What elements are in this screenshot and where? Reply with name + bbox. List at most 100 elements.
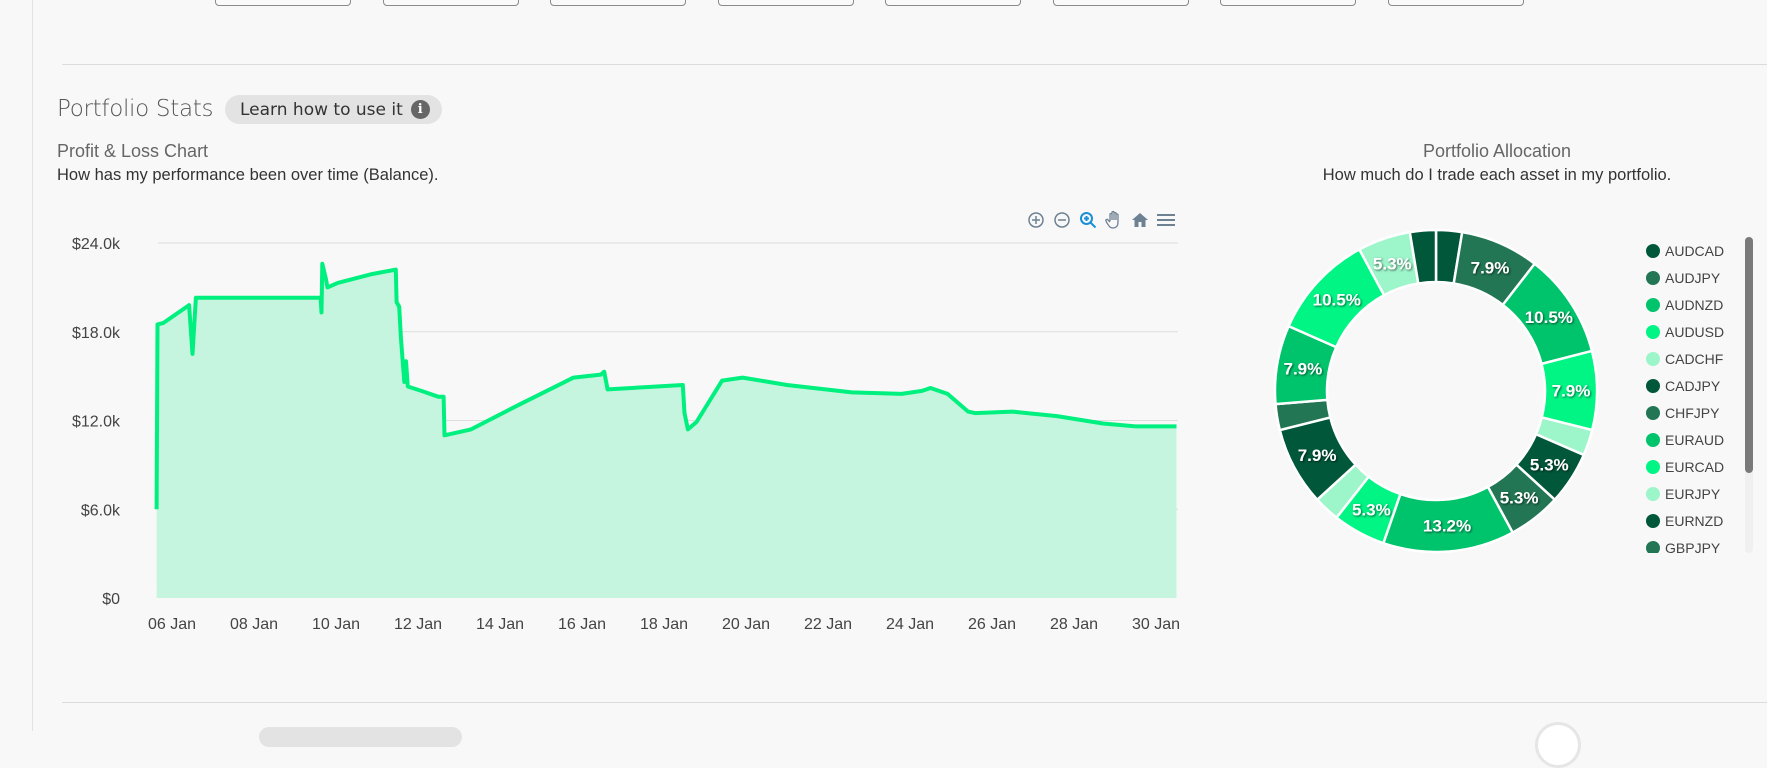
legend-label: CADCHF [1665,350,1724,367]
allocation-donut-chart[interactable]: 7.9% 10.5% 7.9% 5.3% 5.3% 13.2% 5.3% 7.9% 7.9% 10… [1266,221,1606,561]
slice-label: 13.2% [1423,517,1471,536]
top-button[interactable] [1387,0,1524,6]
legend-marker [1646,540,1660,553]
legend-marker [1646,432,1660,447]
x-tick-label: 20 Jan [722,616,770,633]
legend-marker [1646,351,1660,366]
selection-zoom-icon[interactable] [1077,209,1099,231]
legend-item[interactable]: EURAUD [1646,426,1741,453]
slice-label: 7.9% [1552,382,1591,401]
legend-label: AUDUSD [1665,323,1725,340]
legend-label: CADJPY [1665,377,1721,394]
pnl-chart-title: Profit & Loss Chart [57,141,209,161]
pnl-chart-subtitle: How has my performance been over time (B… [57,166,439,184]
legend-marker [1646,378,1660,393]
slice-label: 10.5% [1313,291,1361,310]
x-tick-label: 26 Jan [968,616,1016,633]
legend-marker [1646,297,1660,312]
legend-item[interactable]: CADJPY [1646,372,1741,399]
legend-marker [1646,270,1660,285]
legend-marker [1646,486,1660,501]
x-tick-label: 06 Jan [148,616,196,633]
bottom-circle-control[interactable] [1535,722,1581,768]
chart-toolbar [1025,209,1177,231]
slice-label: 5.3% [1500,488,1539,507]
divider-bottom [62,702,1767,703]
top-button[interactable] [717,0,854,6]
legend-item[interactable]: AUDCAD [1646,237,1741,264]
legend-marker [1646,513,1660,528]
x-tick-label: 12 Jan [394,616,442,633]
legend-item[interactable]: EURNZD [1646,507,1741,534]
y-tick-label: $18.0k [72,325,121,342]
pan-hand-icon[interactable] [1103,209,1125,231]
donut-slice[interactable] [1408,228,1438,285]
top-button[interactable] [1052,0,1189,6]
balance-line[interactable] [154,261,1177,510]
home-reset-icon[interactable] [1129,209,1151,231]
slice-label: 5.3% [1373,254,1412,273]
legend-item[interactable]: EURCAD [1646,453,1741,480]
top-button[interactable] [215,0,351,6]
legend-item[interactable]: GBPJPY [1646,534,1741,553]
learn-how-label: Learn how to use it [240,99,403,120]
zoom-in-icon[interactable] [1025,209,1047,231]
slice-label: 5.3% [1352,501,1391,520]
divider-top [62,64,1767,65]
slice-label: 5.3% [1530,455,1569,474]
y-tick-label: $12.0k [72,414,121,431]
legend-marker [1646,243,1660,258]
pnl-chart[interactable]: $0 $6.0k $12.0k $18.0k $24.0k 06 Jan 08 Jan 10 … [60,200,1210,640]
top-button[interactable] [1220,0,1356,6]
x-tick-label: 28 Jan [1050,616,1098,633]
x-tick-label: 10 Jan [312,616,360,633]
legend-item[interactable]: EURJPY [1646,480,1741,507]
x-tick-label: 18 Jan [640,616,688,633]
left-border [32,0,33,731]
legend-item[interactable]: AUDNZD [1646,291,1741,318]
slice-label: 10.5% [1525,308,1573,327]
balance-area [156,263,1177,598]
legend-label: CHFJPY [1665,404,1720,421]
portfolio-stats-title: Portfolio Stats [57,96,214,122]
y-tick-label: $0 [102,591,120,608]
allocation-title: Portfolio Allocation [1422,141,1572,161]
slice-label: 7.9% [1283,360,1322,379]
y-tick-label: $6.0k [81,502,121,519]
top-button[interactable] [382,0,519,6]
y-tick-label: $24.0k [72,236,121,253]
legend-label: AUDNZD [1665,296,1724,313]
allocation-subtitle: How much do I trade each asset in my por… [1322,166,1672,184]
legend-label: AUDCAD [1665,242,1725,259]
legend-label: EURJPY [1665,485,1721,502]
menu-icon[interactable] [1155,209,1177,231]
legend-label: AUDJPY [1665,269,1721,286]
legend-scrollbar[interactable] [1745,237,1753,473]
x-tick-label: 22 Jan [804,616,852,633]
legend-marker [1646,324,1660,339]
zoom-out-icon[interactable] [1051,209,1073,231]
top-button[interactable] [885,0,1021,6]
legend-label: EURCAD [1665,458,1725,475]
legend-label: GBPJPY [1665,539,1721,554]
x-tick-label: 16 Jan [558,616,606,633]
learn-how-button[interactable]: Learn how to use it i [225,95,442,124]
x-tick-label: 24 Jan [886,616,934,633]
bottom-pill-button[interactable] [259,727,462,747]
legend-marker [1646,459,1660,474]
legend-item[interactable]: AUDJPY [1646,264,1741,291]
x-tick-label: 08 Jan [230,616,278,633]
info-icon: i [410,100,430,119]
legend-item[interactable]: AUDUSD [1646,318,1741,345]
allocation-legend: AUDCAD AUDJPY AUDNZD AUDUSD CADCHF CADJPY CHFJ… [1646,237,1741,553]
x-tick-label: 14 Jan [476,616,524,633]
legend-item[interactable]: CADCHF [1646,345,1741,372]
legend-label: EURAUD [1665,431,1725,448]
x-tick-label: 30 Jan [1132,616,1180,633]
top-button[interactable] [550,0,686,6]
slice-label: 7.9% [1471,258,1510,277]
slice-label: 7.9% [1298,446,1337,465]
legend-label: EURNZD [1665,512,1724,529]
legend-item[interactable]: CHFJPY [1646,399,1741,426]
legend-marker [1646,405,1660,420]
